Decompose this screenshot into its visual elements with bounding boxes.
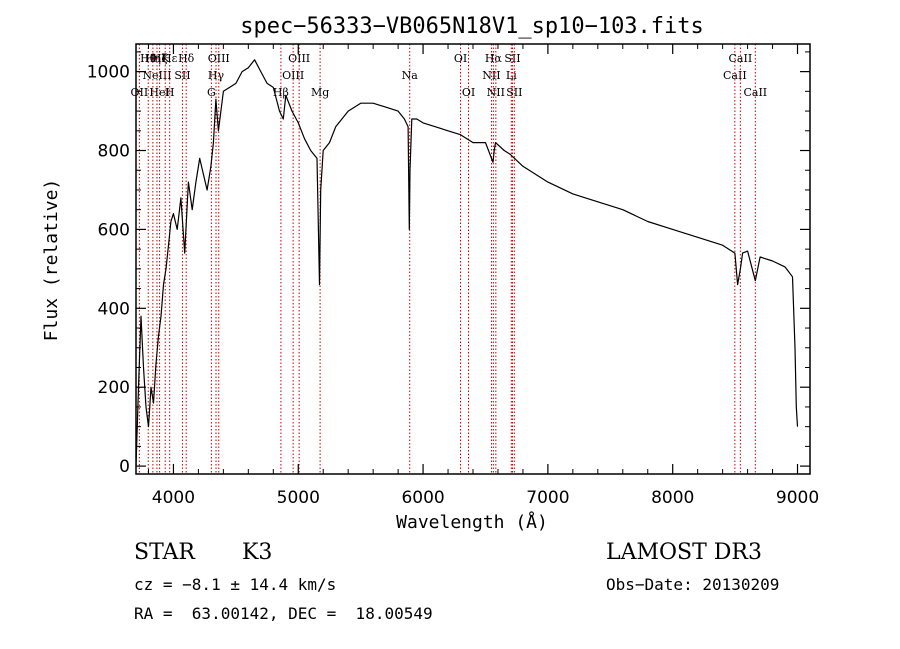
emission-line-label: CaII [743,86,767,99]
emission-line-label: K [161,52,170,65]
x-tick-label: 6000 [401,488,444,508]
emission-line-label: OIII [282,69,304,82]
x-tick-label: 5000 [277,488,320,508]
emission-line-label: Li [506,69,517,82]
x-tick-label: 8000 [651,488,694,508]
y-tick-label: 1000 [87,63,130,83]
survey-release: LAMOST DR3 [606,540,762,565]
emission-line-label: NII [482,69,500,82]
emission-line-label: Mg [311,86,329,99]
emission-line-label: G [207,86,216,99]
emission-line-label: OI [454,52,467,65]
emission-line-label: Hβ [273,86,289,99]
x-tick-label: 4000 [152,488,195,508]
observation-date: Obs−Date: 20130209 [606,575,780,594]
chart-title: spec−56333−VB065N18V1_sp10−103.fits [240,14,704,39]
emission-line-label: NeIII [142,69,171,82]
emission-line-label: Hε [162,52,178,65]
sky-coordinates: RA = 63.00142, DEC = 18.00549 [134,604,433,623]
emission-line-label: OI [462,86,475,99]
plot-frame [135,43,811,475]
emission-line-label: CaII [729,52,753,65]
emission-line-label: HeI [149,86,169,99]
spectrum-line [135,59,799,467]
emission-lines-layer: OIIHθHηNeIIIHζHeIKHεHSIIHδGHγOIIIHβOIIIO… [131,44,767,474]
emission-line-label: SII [504,52,520,65]
emission-line-label: CaII [723,69,747,82]
spectral-subclass: K3 [242,540,273,565]
emission-line-label: Hα [485,52,503,65]
x-tick-label: 9000 [776,488,819,508]
y-tick-label: 400 [98,299,130,319]
emission-line-label: SII [506,86,522,99]
emission-line-label: SII [174,69,190,82]
emission-line-label: OII [131,86,149,99]
x-axis-label: Wavelength (Å) [396,511,548,533]
ticks-layer: 4000 5000 6000 7000 8000 9000 0 200 400 600 800 100… [87,44,819,508]
emission-line-label: H [165,86,175,99]
object-class: STAR [134,540,195,565]
y-tick-label: 200 [98,378,130,398]
emission-line-label: OIII [208,52,230,65]
y-tick-label: 0 [119,457,130,477]
y-tick-label: 800 [98,142,130,162]
emission-line-label: Na [402,69,419,82]
emission-line-label: Hδ [178,52,195,65]
y-tick-label: 600 [98,220,130,240]
emission-line-label: Hγ [208,69,225,82]
x-tick-label: 7000 [526,488,569,508]
emission-line-label: NII [487,86,505,99]
y-axis-label: Flux (relative) [41,179,62,342]
emission-line-label: OIII [288,52,310,65]
emission-line-label: Hζ [152,52,168,65]
redshift-velocity: cz = −8.1 ± 14.4 km/s [134,575,337,594]
series-layer [135,59,799,467]
